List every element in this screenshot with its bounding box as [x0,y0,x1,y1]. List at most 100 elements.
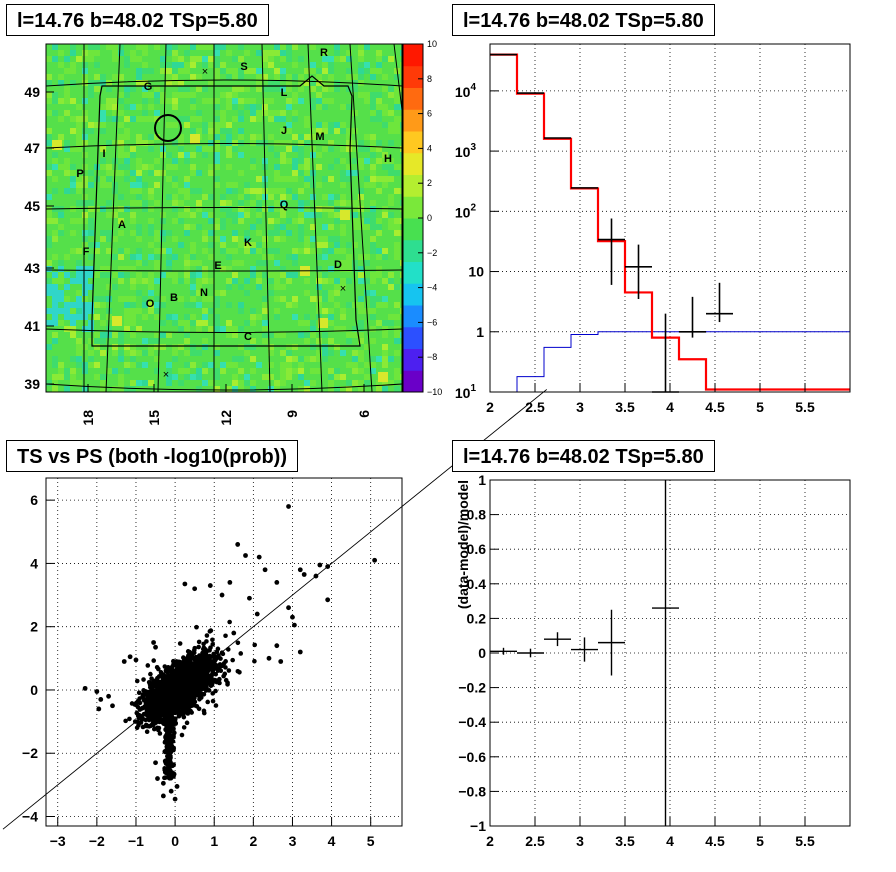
colorbar-tick-label: −2 [427,248,437,258]
y-tick-label: 104 [455,82,477,100]
x-tick-label: 3 [289,833,297,849]
x-tick-label: 15 [146,410,162,426]
y-tick-label: 0.2 [467,610,487,626]
scatter-point [292,622,297,628]
y-tick-label: 0.4 [467,576,487,592]
scatter-point [274,580,280,585]
x-tick-label: −3 [50,833,66,849]
region-label: F [83,246,90,258]
x-tick-label: 2 [486,833,494,849]
y-tick-label: 103 [455,142,477,160]
scatter-point [207,583,213,588]
data-point [625,244,652,300]
y-tick-label: 2 [30,619,38,635]
scatter-point [317,562,323,568]
data-point [652,313,679,393]
cross-marker: × [163,369,169,381]
point-cloud [123,619,258,781]
scatter-point [297,649,303,655]
y-tick-label: 6 [30,492,38,508]
x-tick-label: 6 [356,410,372,418]
scatter-point [278,659,284,664]
background-histogram [490,331,850,393]
region-label: R [320,47,328,59]
heatmap-plot [45,43,406,393]
region-label: E [214,260,221,272]
residual-point [598,609,625,676]
scatter-point [325,597,331,603]
x-tick-label: 3.5 [615,833,635,849]
x-tick-label: 3 [576,399,584,415]
residual-point [652,480,679,826]
model-histogram [490,53,850,391]
scatter-point [235,542,241,547]
region-label: B [170,292,178,304]
heatmap-frame [45,43,403,393]
y-tick-label: 0 [478,645,486,661]
y-tick-label: 49 [24,84,40,100]
residual-point [490,647,517,655]
region-label: K [244,237,252,249]
scatter-point [94,689,100,694]
region-label: N [200,287,208,299]
colorbar-tick-label: −6 [427,317,437,327]
region-label: D [334,259,342,271]
y-tick-label: −0.2 [458,680,486,696]
y-tick-label: −2 [22,745,38,761]
scatter-plot [45,477,403,827]
x-tick-label: 4 [666,399,674,415]
x-tick-label: 12 [218,410,234,426]
data-point [679,296,706,338]
cross-marker: × [340,283,346,295]
region-label: O [146,298,155,310]
colorbar-tick-label: 6 [427,109,432,119]
y-tick-label: 1 [476,324,484,340]
region-label: Q [280,199,289,211]
x-tick-label: 3 [576,833,584,849]
heatmap-grid [45,43,403,393]
scatter-point [155,776,160,781]
x-tick-label: −1 [128,833,144,849]
x-tick-label: −2 [89,833,105,849]
scatter-point [160,780,166,786]
colorbar-tick-label: −4 [427,283,437,293]
y-tick-label: −1 [470,818,486,834]
scatter-point [286,605,291,611]
colorbar-tick-label: 8 [427,74,432,84]
x-tick-label: 4.5 [705,399,725,415]
x-tick-label: 5.5 [795,399,815,415]
scatter-point [151,640,156,645]
region-label: A [118,219,126,231]
y-tick-label: 102 [455,202,477,220]
scatter-point [247,595,252,601]
scatter-point [174,784,180,789]
spectrum-title: l=14.76 b=48.02 TSp=5.80 [452,4,715,36]
scatter-point [106,693,111,699]
x-tick-label: 5 [756,833,764,849]
scatter-point [286,504,291,509]
x-tick-label: 4 [666,833,674,849]
heatmap-title: l=14.76 b=48.02 TSp=5.80 [6,4,269,36]
scatter-point [172,796,178,802]
x-tick-label: 4 [328,833,336,849]
scatter-point [192,586,198,592]
y-tick-label: 0 [30,682,38,698]
data-point [598,218,625,285]
x-tick-label: 2.5 [525,833,545,849]
source-circle [154,114,182,142]
region-label: C [244,331,252,343]
scatter-point [274,643,280,649]
x-tick-label: 5 [367,833,375,849]
residual-point [517,648,544,658]
x-tick-label: 2.5 [525,399,545,415]
data-point [706,282,733,323]
scatter-point [168,788,174,794]
cross-marker: × [202,66,208,78]
scatter-frame [45,477,403,827]
scatter-point [162,769,168,775]
region-label: I [102,148,105,160]
y-axis-label: (data-model)/model [455,480,471,609]
scatter-point [121,659,127,664]
scatter-point [127,654,133,660]
colorbar-tick-label: −10 [427,387,442,397]
